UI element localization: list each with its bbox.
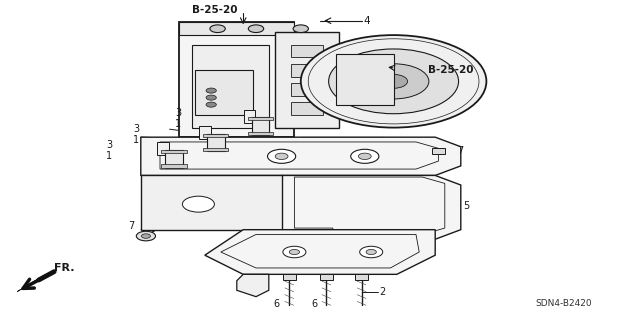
Circle shape <box>351 149 379 163</box>
Text: 1: 1 <box>133 135 140 145</box>
Polygon shape <box>237 274 269 297</box>
Circle shape <box>210 25 225 33</box>
Circle shape <box>358 64 429 99</box>
Polygon shape <box>17 274 47 292</box>
Bar <box>291 102 323 115</box>
Circle shape <box>182 196 214 212</box>
Bar <box>195 70 253 115</box>
Circle shape <box>289 249 300 255</box>
Bar <box>244 110 255 123</box>
Text: 1: 1 <box>106 151 112 161</box>
Bar <box>252 117 269 135</box>
Bar <box>291 45 323 57</box>
Text: 7: 7 <box>458 145 464 156</box>
Bar <box>161 150 187 153</box>
Text: 1: 1 <box>175 119 181 130</box>
Circle shape <box>268 149 296 163</box>
Bar <box>248 117 273 121</box>
Text: 4: 4 <box>364 16 370 26</box>
Text: 7: 7 <box>128 221 134 232</box>
Text: FR.: FR. <box>54 263 75 273</box>
Circle shape <box>301 35 486 128</box>
Circle shape <box>329 49 458 114</box>
Circle shape <box>141 234 150 238</box>
Bar <box>283 274 296 280</box>
Bar <box>336 54 394 105</box>
Text: B-25-20: B-25-20 <box>428 65 473 75</box>
Bar <box>192 45 269 128</box>
Circle shape <box>358 153 371 160</box>
Polygon shape <box>205 230 435 274</box>
Bar <box>207 134 225 151</box>
Text: 3: 3 <box>106 140 112 150</box>
Text: SDN4-B2420: SDN4-B2420 <box>535 299 591 308</box>
Bar <box>432 148 445 154</box>
Text: B-25-20: B-25-20 <box>192 5 237 15</box>
Bar <box>165 150 183 168</box>
Bar <box>355 274 368 280</box>
Bar <box>291 64 323 77</box>
Polygon shape <box>282 175 461 239</box>
Text: 6: 6 <box>311 299 317 309</box>
Text: 2: 2 <box>380 287 386 297</box>
Circle shape <box>380 74 408 88</box>
Bar <box>157 142 169 155</box>
Bar <box>179 22 294 35</box>
Bar <box>199 126 211 139</box>
Bar <box>179 22 294 137</box>
Circle shape <box>206 88 216 93</box>
Circle shape <box>206 95 216 100</box>
Text: 5: 5 <box>463 201 469 211</box>
Circle shape <box>283 246 306 258</box>
Circle shape <box>206 102 216 107</box>
Circle shape <box>366 249 376 255</box>
Polygon shape <box>141 175 282 230</box>
Bar <box>203 134 228 137</box>
Text: 3: 3 <box>133 124 140 134</box>
Bar <box>320 274 333 280</box>
Bar <box>248 132 273 135</box>
Bar <box>291 83 323 96</box>
Polygon shape <box>141 137 461 175</box>
Text: 3: 3 <box>175 108 181 118</box>
Bar <box>203 148 228 151</box>
Text: 6: 6 <box>273 299 280 309</box>
Circle shape <box>248 25 264 33</box>
Circle shape <box>275 153 288 160</box>
Circle shape <box>293 25 308 33</box>
Bar <box>275 32 339 128</box>
Bar <box>161 165 187 168</box>
Circle shape <box>136 231 156 241</box>
Circle shape <box>360 246 383 258</box>
